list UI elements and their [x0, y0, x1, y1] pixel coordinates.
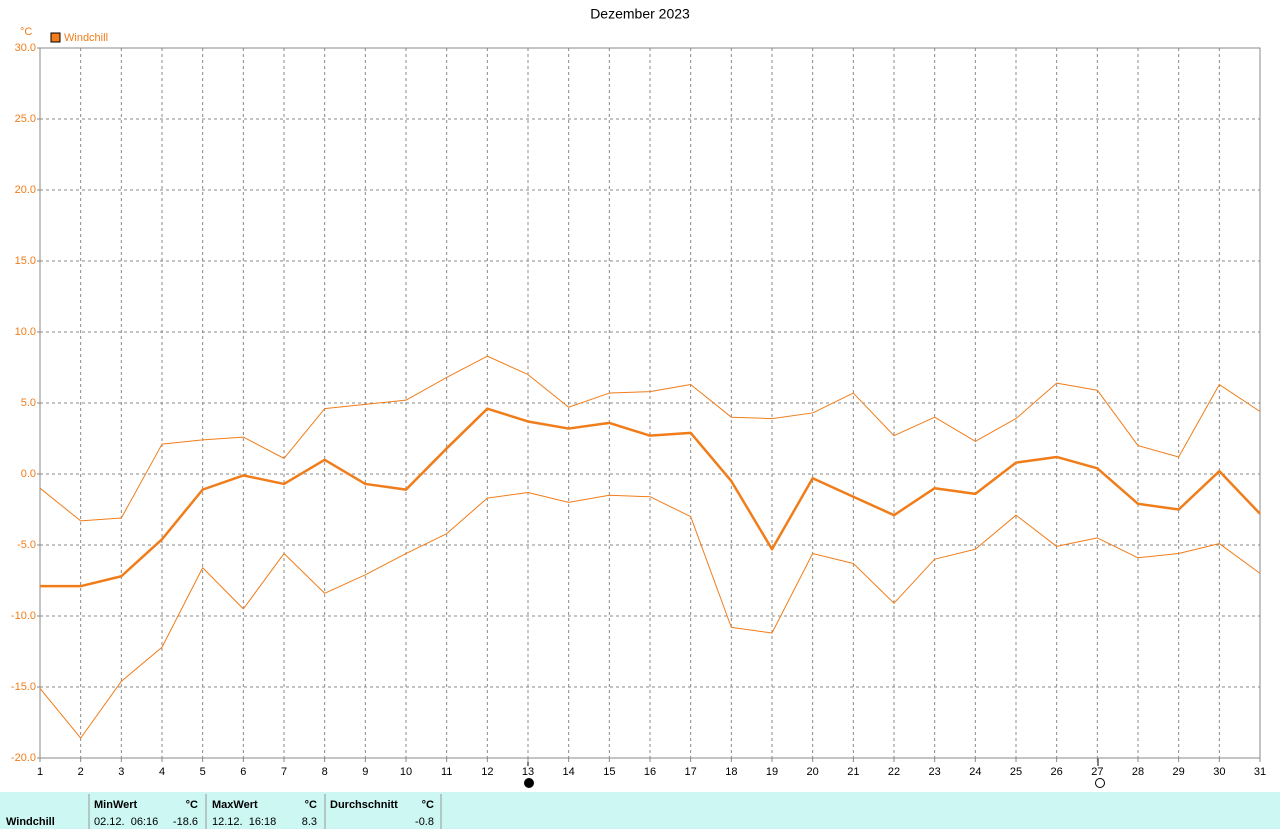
x-tick-label: 23 — [929, 766, 941, 778]
y-tick-label: -10.0 — [11, 610, 36, 622]
series-line — [39, 355, 1261, 522]
stats-dividers — [88, 794, 442, 829]
stats-time: 12.12. 16:18 — [212, 816, 276, 828]
x-tick-label: 2 — [78, 766, 84, 778]
y-tick-label: -5.0 — [17, 539, 36, 551]
x-tick-label: 14 — [563, 766, 575, 778]
x-tick-label: 30 — [1213, 766, 1225, 778]
stats-header: Durchschnitt — [330, 799, 398, 811]
stats-time: 02.12. 06:16 — [94, 816, 158, 828]
series-line — [39, 491, 1261, 739]
x-tick-label: 28 — [1132, 766, 1144, 778]
legend-swatch — [50, 32, 61, 43]
y-tick-label: 5.0 — [21, 397, 36, 409]
x-tick-label: 31 — [1254, 766, 1266, 778]
x-tick-label: 19 — [766, 766, 778, 778]
x-tick-label: 11 — [441, 766, 452, 778]
x-tick-label: 15 — [603, 766, 615, 778]
x-tick-label: 8 — [322, 766, 328, 778]
legend-label: Windchill — [64, 32, 108, 44]
stats-unit: °C — [186, 799, 198, 811]
x-tick-label: 9 — [362, 766, 368, 778]
stats-label: Windchill — [6, 816, 55, 828]
stats-value: -0.8 — [415, 816, 434, 828]
chart-title: Dezember 2023 — [590, 6, 690, 22]
x-tick-label: 27 — [1091, 766, 1103, 778]
y-tick-label: -20.0 — [11, 752, 36, 764]
x-tick-label: 20 — [807, 766, 819, 778]
y-tick-label: -15.0 — [11, 681, 36, 693]
stats-value: 8.3 — [302, 816, 317, 828]
series-line — [40, 407, 1261, 588]
x-tick-label: 3 — [118, 766, 124, 778]
x-tick-label: 10 — [400, 766, 412, 778]
x-tick-label: 7 — [281, 766, 287, 778]
y-tick-label: 25.0 — [15, 113, 36, 125]
x-tick-label: 16 — [644, 766, 656, 778]
x-tick-label: 1 — [37, 766, 43, 778]
x-tick-label: 25 — [1010, 766, 1022, 778]
y-tick-label: 0.0 — [21, 468, 36, 480]
x-tick-label: 6 — [240, 766, 246, 778]
stats-value: -18.6 — [173, 816, 198, 828]
x-tick-label: 4 — [159, 766, 165, 778]
plot-border — [39, 47, 1261, 759]
x-tick-label: 5 — [200, 766, 206, 778]
stats-band — [0, 792, 1280, 829]
stats-header: MaxWert — [212, 799, 258, 811]
x-tick-label: 17 — [685, 766, 697, 778]
y-tick-label: 30.0 — [15, 42, 36, 54]
y-tick-label: 10.0 — [15, 326, 36, 338]
stats-unit: °C — [422, 799, 434, 811]
x-tick-label: 18 — [725, 766, 737, 778]
x-tick-label: 24 — [969, 766, 981, 778]
stats-header: MinWert — [94, 799, 138, 811]
x-tick-label: 21 — [847, 766, 859, 778]
x-tick-label: 12 — [481, 766, 493, 778]
x-tick-label: 13 — [522, 766, 534, 778]
x-tick-label: 22 — [888, 766, 900, 778]
y-tick-label: 15.0 — [15, 255, 36, 267]
y-unit: °C — [20, 26, 32, 38]
y-tick-label: 20.0 — [15, 184, 36, 196]
x-tick-label: 26 — [1051, 766, 1063, 778]
x-tick-label: 29 — [1173, 766, 1185, 778]
stats-unit: °C — [305, 799, 317, 811]
